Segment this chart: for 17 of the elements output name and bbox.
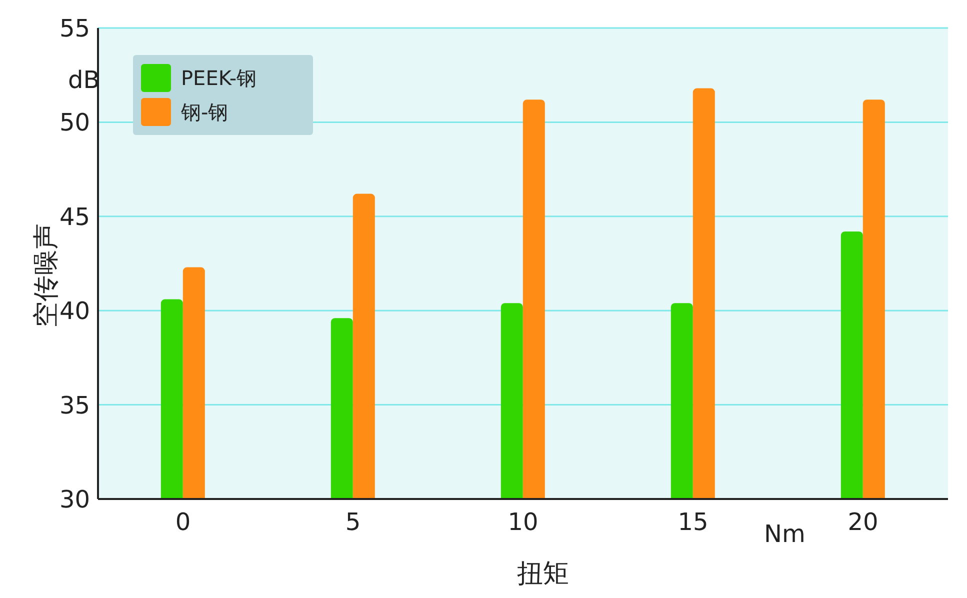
x-tick-label: 0 [175,508,191,536]
y-tick-label: 45 [59,202,90,231]
x-tick-label: 15 [678,508,708,536]
y-tick-label: 35 [59,391,90,420]
x-tick-label: 10 [508,508,538,536]
x-tick-label: 20 [848,508,878,536]
x-tick-label: 5 [345,508,361,536]
x-axis-title: 扭矩 [516,558,570,591]
annotation: dB [68,66,100,94]
text: Nm [764,520,806,548]
legend-label: 钢-钢 [181,98,228,126]
y-tick-label: 55 [59,14,90,43]
y-tick-label: 50 [59,108,90,137]
y-axis-title: 空传噪声 [30,224,62,330]
y-tick-label: 30 [59,486,90,514]
legend-label: PEEK-钢 [181,64,257,92]
y-tick-label: 40 [59,297,90,326]
